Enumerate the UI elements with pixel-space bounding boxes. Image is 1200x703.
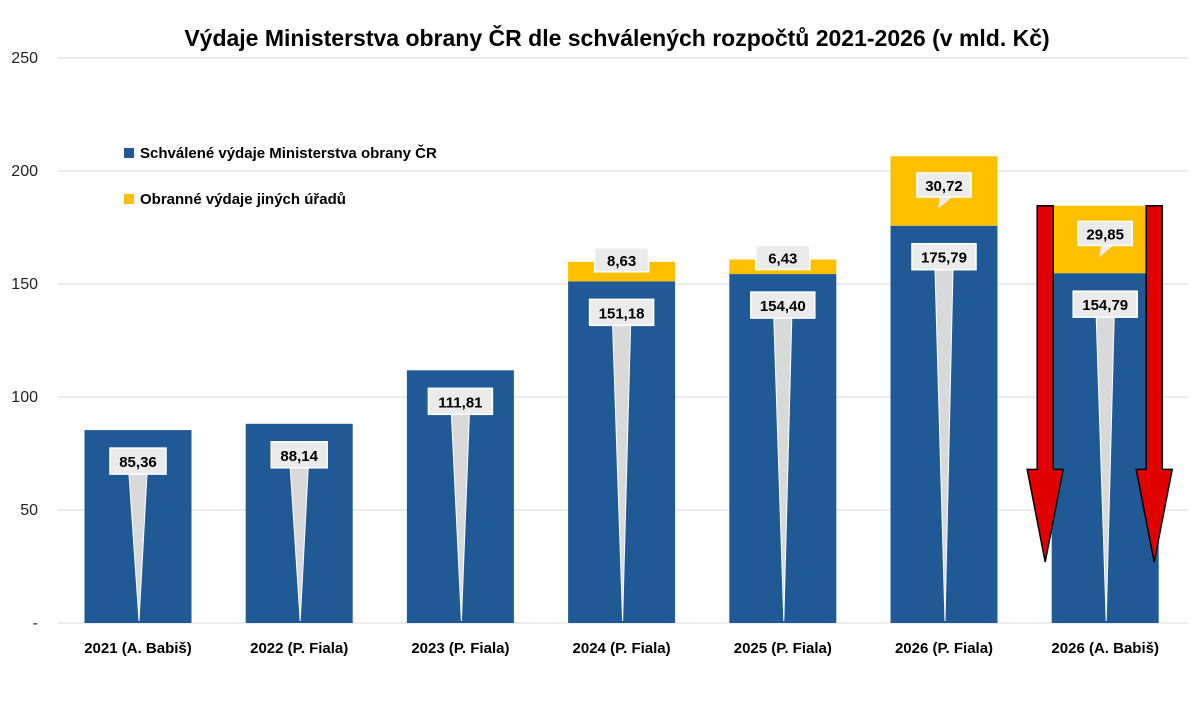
data-label-series-1: 154,79	[1082, 297, 1128, 314]
y-tick-label: 200	[11, 163, 38, 180]
x-tick-label: 2026 (A. Babiš)	[1051, 640, 1159, 657]
data-label-series-2: 30,72	[925, 178, 963, 195]
x-tick-label: 2024 (P. Fiala)	[573, 640, 671, 657]
chart-title: Výdaje Ministerstva obrany ČR dle schvál…	[184, 24, 1049, 51]
data-label-box	[1077, 220, 1133, 247]
down-arrow-left-icon	[1026, 204, 1065, 563]
data-label-series-1: 111,81	[438, 394, 482, 411]
y-tick-label: 100	[11, 389, 38, 406]
data-label-series-2: 8,63	[607, 253, 636, 270]
data-label-box	[755, 244, 811, 271]
legend-swatch-series-1	[124, 148, 134, 158]
y-axis: - 50 100 150 200 250	[11, 50, 38, 632]
x-tick-label: 2026 (P. Fiala)	[895, 640, 993, 657]
data-label-pointer	[938, 197, 952, 210]
data-label-series-1: 175,79	[921, 250, 967, 267]
y-tick-label: 50	[20, 502, 38, 519]
data-label-pointer	[1099, 245, 1114, 258]
legend-label-series-1: Schválené výdaje Ministerstva obrany ČR	[140, 144, 437, 162]
data-label-series-1: 88,14	[280, 448, 318, 465]
data-label-series-1: 154,40	[760, 298, 806, 315]
data-label-box	[911, 242, 977, 271]
data-label-series-2: 6,43	[768, 251, 797, 268]
arrows	[1026, 204, 1174, 563]
down-arrow-right-icon	[1135, 204, 1174, 563]
data-label-box	[750, 291, 816, 319]
y-tick-label: 150	[11, 276, 38, 293]
legend-swatch-series-2	[124, 194, 134, 204]
data-label-box	[270, 441, 328, 469]
y-tick-label: 250	[11, 50, 38, 67]
data-label-box	[109, 447, 167, 475]
data-label-series-1: 85,36	[119, 454, 157, 471]
data-label-series-2: 29,85	[1086, 226, 1124, 243]
data-labels: 85,36 88,14 111,81 151,18 8,63 154,40 6,43 175,…	[109, 172, 1138, 622]
data-label-box	[1072, 290, 1138, 318]
x-tick-label: 2025 (P. Fiala)	[734, 640, 832, 657]
y-tick-label: -	[33, 615, 38, 632]
data-label-box	[588, 298, 655, 327]
x-tick-label: 2021 (A. Babiš)	[84, 640, 192, 657]
x-axis: 2021 (A. Babiš) 2022 (P. Fiala) 2023 (P. F…	[84, 640, 1159, 657]
data-label-box	[427, 387, 494, 416]
x-tick-label: 2023 (P. Fiala)	[411, 640, 509, 657]
data-label-series-1: 151,18	[599, 305, 645, 322]
x-tick-label: 2022 (P. Fiala)	[250, 640, 348, 657]
data-label-box	[593, 247, 650, 273]
legend: Schválené výdaje Ministerstva obrany ČR …	[124, 144, 437, 208]
data-label-box	[916, 172, 972, 198]
legend-label-series-2: Obranné výdaje jiných úřadů	[140, 191, 346, 208]
